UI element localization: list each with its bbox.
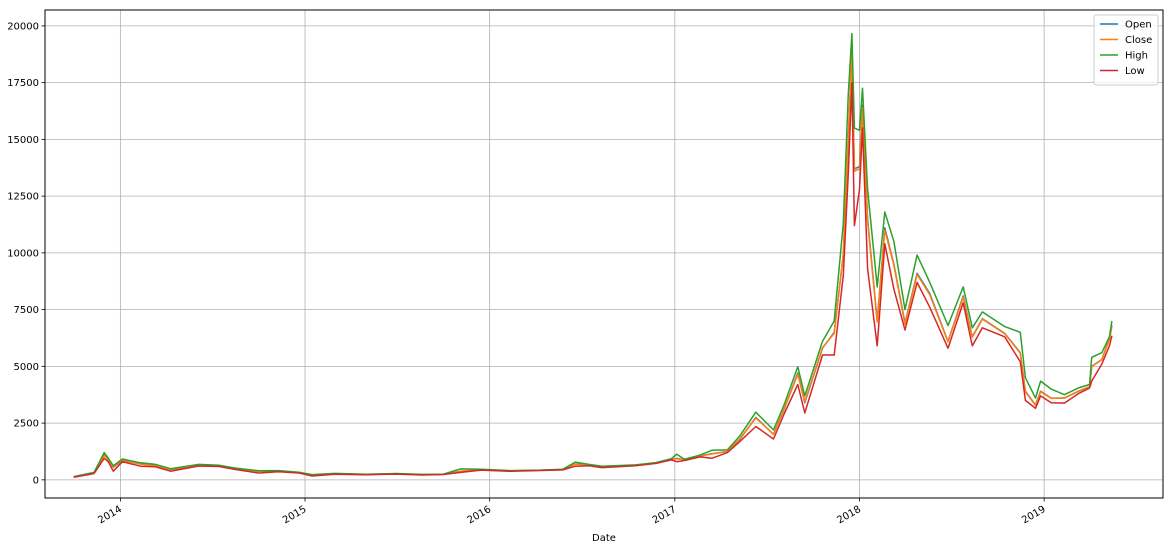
x-tick-label: 2015 <box>281 504 309 526</box>
y-tick-label: 10000 <box>7 248 39 259</box>
x-tick-label: 2019 <box>1020 504 1048 526</box>
x-axis: 2014 2015 2016 2017 2018 2019 <box>96 498 1048 526</box>
y-tick-label: 7500 <box>14 305 39 316</box>
y-axis: 0 2500 5000 7500 10000 12500 15000 17500 20000 <box>7 21 45 486</box>
y-tick-label: 17500 <box>7 78 39 89</box>
y-tick-label: 12500 <box>7 192 39 203</box>
x-tick-label: 2016 <box>466 504 494 526</box>
legend-box <box>1093 14 1159 86</box>
x-axis-label: Date <box>592 533 616 544</box>
series-line-open <box>73 50 1113 478</box>
plot-frame <box>44 9 1164 499</box>
legend: Open Close High Low <box>1093 14 1159 86</box>
series-lines <box>73 32 1113 478</box>
y-tick-label: 15000 <box>7 135 39 146</box>
series-line-close <box>73 52 1113 478</box>
y-tick-label: 5000 <box>14 362 39 373</box>
x-tick-label: 2018 <box>835 504 863 526</box>
legend-label: Low <box>1125 66 1145 77</box>
y-tick-label: 0 <box>33 475 39 486</box>
series-line-high <box>73 32 1113 478</box>
legend-label: Open <box>1125 20 1152 31</box>
y-tick-label: 20000 <box>7 21 39 32</box>
x-tick-label: 2017 <box>651 504 679 526</box>
series-line-low <box>73 81 1113 478</box>
grid <box>45 10 1163 498</box>
legend-label: Close <box>1125 35 1152 46</box>
legend-label: High <box>1125 51 1148 62</box>
x-tick-label: 2014 <box>96 504 124 526</box>
y-tick-label: 2500 <box>14 419 39 430</box>
